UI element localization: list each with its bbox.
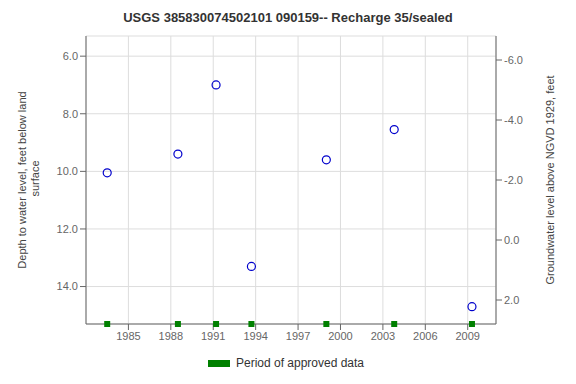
svg-text:14.0: 14.0 [57,280,78,292]
svg-text:1997: 1997 [286,330,310,342]
svg-text:1988: 1988 [159,330,183,342]
svg-text:12.0: 12.0 [57,223,78,235]
svg-text:2000: 2000 [328,330,352,342]
svg-text:8.0: 8.0 [63,108,78,120]
svg-text:-4.0: -4.0 [504,114,523,126]
svg-text:1985: 1985 [116,330,140,342]
svg-text:-2.0: -2.0 [504,174,523,186]
svg-text:2.0: 2.0 [504,294,519,306]
svg-text:2003: 2003 [371,330,395,342]
svg-text:6.0: 6.0 [63,50,78,62]
svg-text:10.0: 10.0 [57,165,78,177]
svg-text:Groundwater level above NGVD 1: Groundwater level above NGVD 1929, feet [544,75,556,284]
svg-text:2006: 2006 [413,330,437,342]
html-text:USGS 385830074502101 090159--: USGS 385830074502101 090159-- Recharge 3… [123,10,453,25]
svg-text:2009: 2009 [455,330,479,342]
svg-text:0.0: 0.0 [504,234,519,246]
svg-text:-6.0: -6.0 [504,54,523,66]
svg-text:Depth to water level, feet bel: Depth to water level, feet below land su… [16,91,41,268]
html-text:Period of approved data: Period of approved data [236,356,364,370]
svg-text:1991: 1991 [201,330,225,342]
svg-text:1994: 1994 [243,330,267,342]
